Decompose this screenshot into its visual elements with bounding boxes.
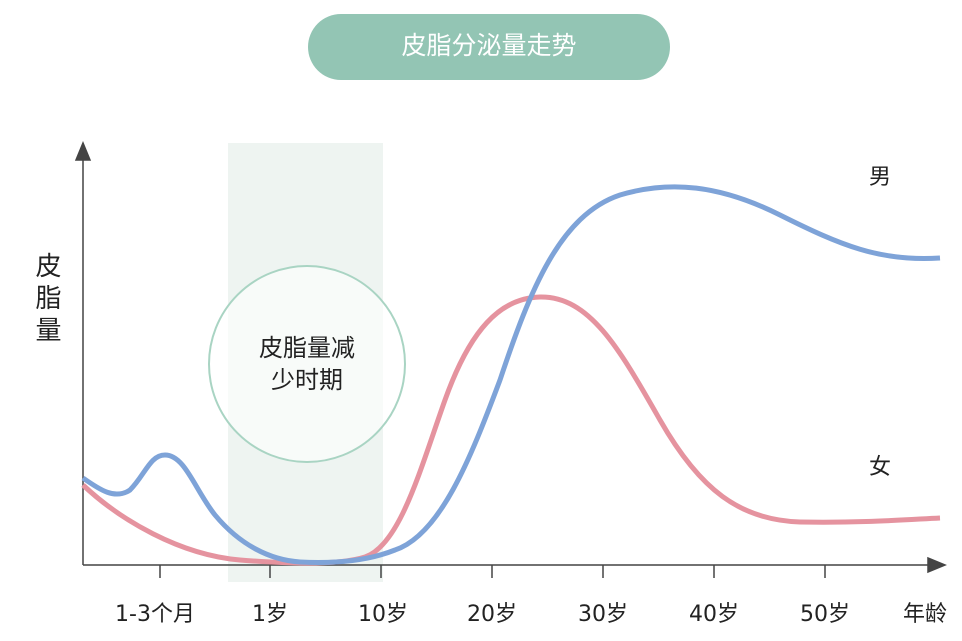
title: 皮脂分泌量走势 xyxy=(401,31,576,60)
x-title: 年龄 xyxy=(903,602,947,627)
title-pill xyxy=(308,14,670,80)
callout-line: 皮脂量减 xyxy=(259,334,355,362)
female-label: 女 xyxy=(869,455,891,480)
y-arrow xyxy=(74,141,92,161)
male-label: 男 xyxy=(869,165,891,190)
male-curve xyxy=(81,184,941,565)
x-label: 10岁 xyxy=(358,602,408,627)
callout-circle xyxy=(208,265,406,463)
callout-line: 少时期 xyxy=(271,366,343,394)
x-label: 1-3个月 xyxy=(115,602,195,627)
x-label: 1岁 xyxy=(252,602,288,627)
x-label: 40岁 xyxy=(689,602,739,627)
y-label: 皮脂量 xyxy=(31,252,61,348)
female-curve xyxy=(81,294,941,566)
x-label: 20岁 xyxy=(467,602,517,627)
x-arrow xyxy=(927,556,947,574)
x-label: 30岁 xyxy=(578,602,628,627)
x-label: 50岁 xyxy=(800,602,850,627)
